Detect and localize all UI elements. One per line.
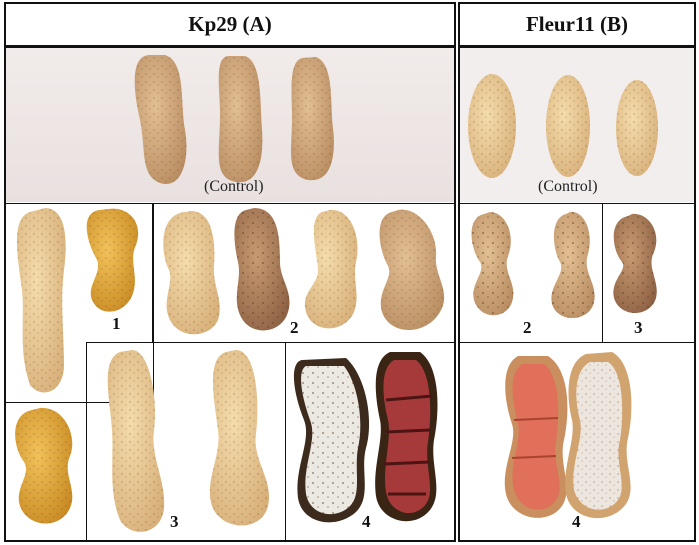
a3-peanut-yellow <box>15 407 73 524</box>
b3-number: 3 <box>634 318 643 337</box>
a2-peanut-1 <box>163 210 220 335</box>
subpanel-b3-box <box>602 203 696 343</box>
a1-peanut-yellow <box>86 208 139 312</box>
b2-peanut-1 <box>471 212 514 316</box>
control-a-label: (Control) <box>204 178 264 195</box>
control-a-peanut-1 <box>134 55 187 185</box>
b3-peanut <box>613 213 657 313</box>
b2-number: 2 <box>523 318 532 337</box>
subpanel-a1-box <box>4 203 154 403</box>
a3-number: 3 <box>170 512 179 531</box>
a1-number: 1 <box>112 314 121 333</box>
control-b-peanut-3 <box>616 80 658 176</box>
a1-peanut-long <box>17 208 66 393</box>
subpanel-a4-box <box>285 342 456 542</box>
control-b-peanut-2 <box>546 75 590 177</box>
control-a-peanut-2 <box>218 56 263 183</box>
a4-open-shell-red <box>375 352 438 522</box>
a2-peanut-3 <box>304 209 358 329</box>
a2-number: 2 <box>290 318 299 337</box>
a4-number: 4 <box>362 512 371 531</box>
control-a-peanut-3 <box>290 57 334 181</box>
a2-peanut-2 <box>234 208 290 331</box>
control-b-label: (Control) <box>538 178 598 195</box>
b4-open-shell-red <box>504 356 568 518</box>
b4-number: 4 <box>572 512 581 531</box>
a4-open-shell-white <box>293 358 370 523</box>
header-fleur11: Fleur11 (B) <box>525 12 629 36</box>
a3-peanut-pale-1 <box>107 350 165 532</box>
b4-open-shell-white <box>565 352 632 519</box>
a3-peanut-pale-2 <box>209 350 270 526</box>
a2-peanut-4 <box>379 209 445 330</box>
header-kp29: Kp29 (A) <box>188 12 272 36</box>
control-b-peanut-1 <box>468 74 516 178</box>
b2-peanut-2 <box>551 211 595 319</box>
